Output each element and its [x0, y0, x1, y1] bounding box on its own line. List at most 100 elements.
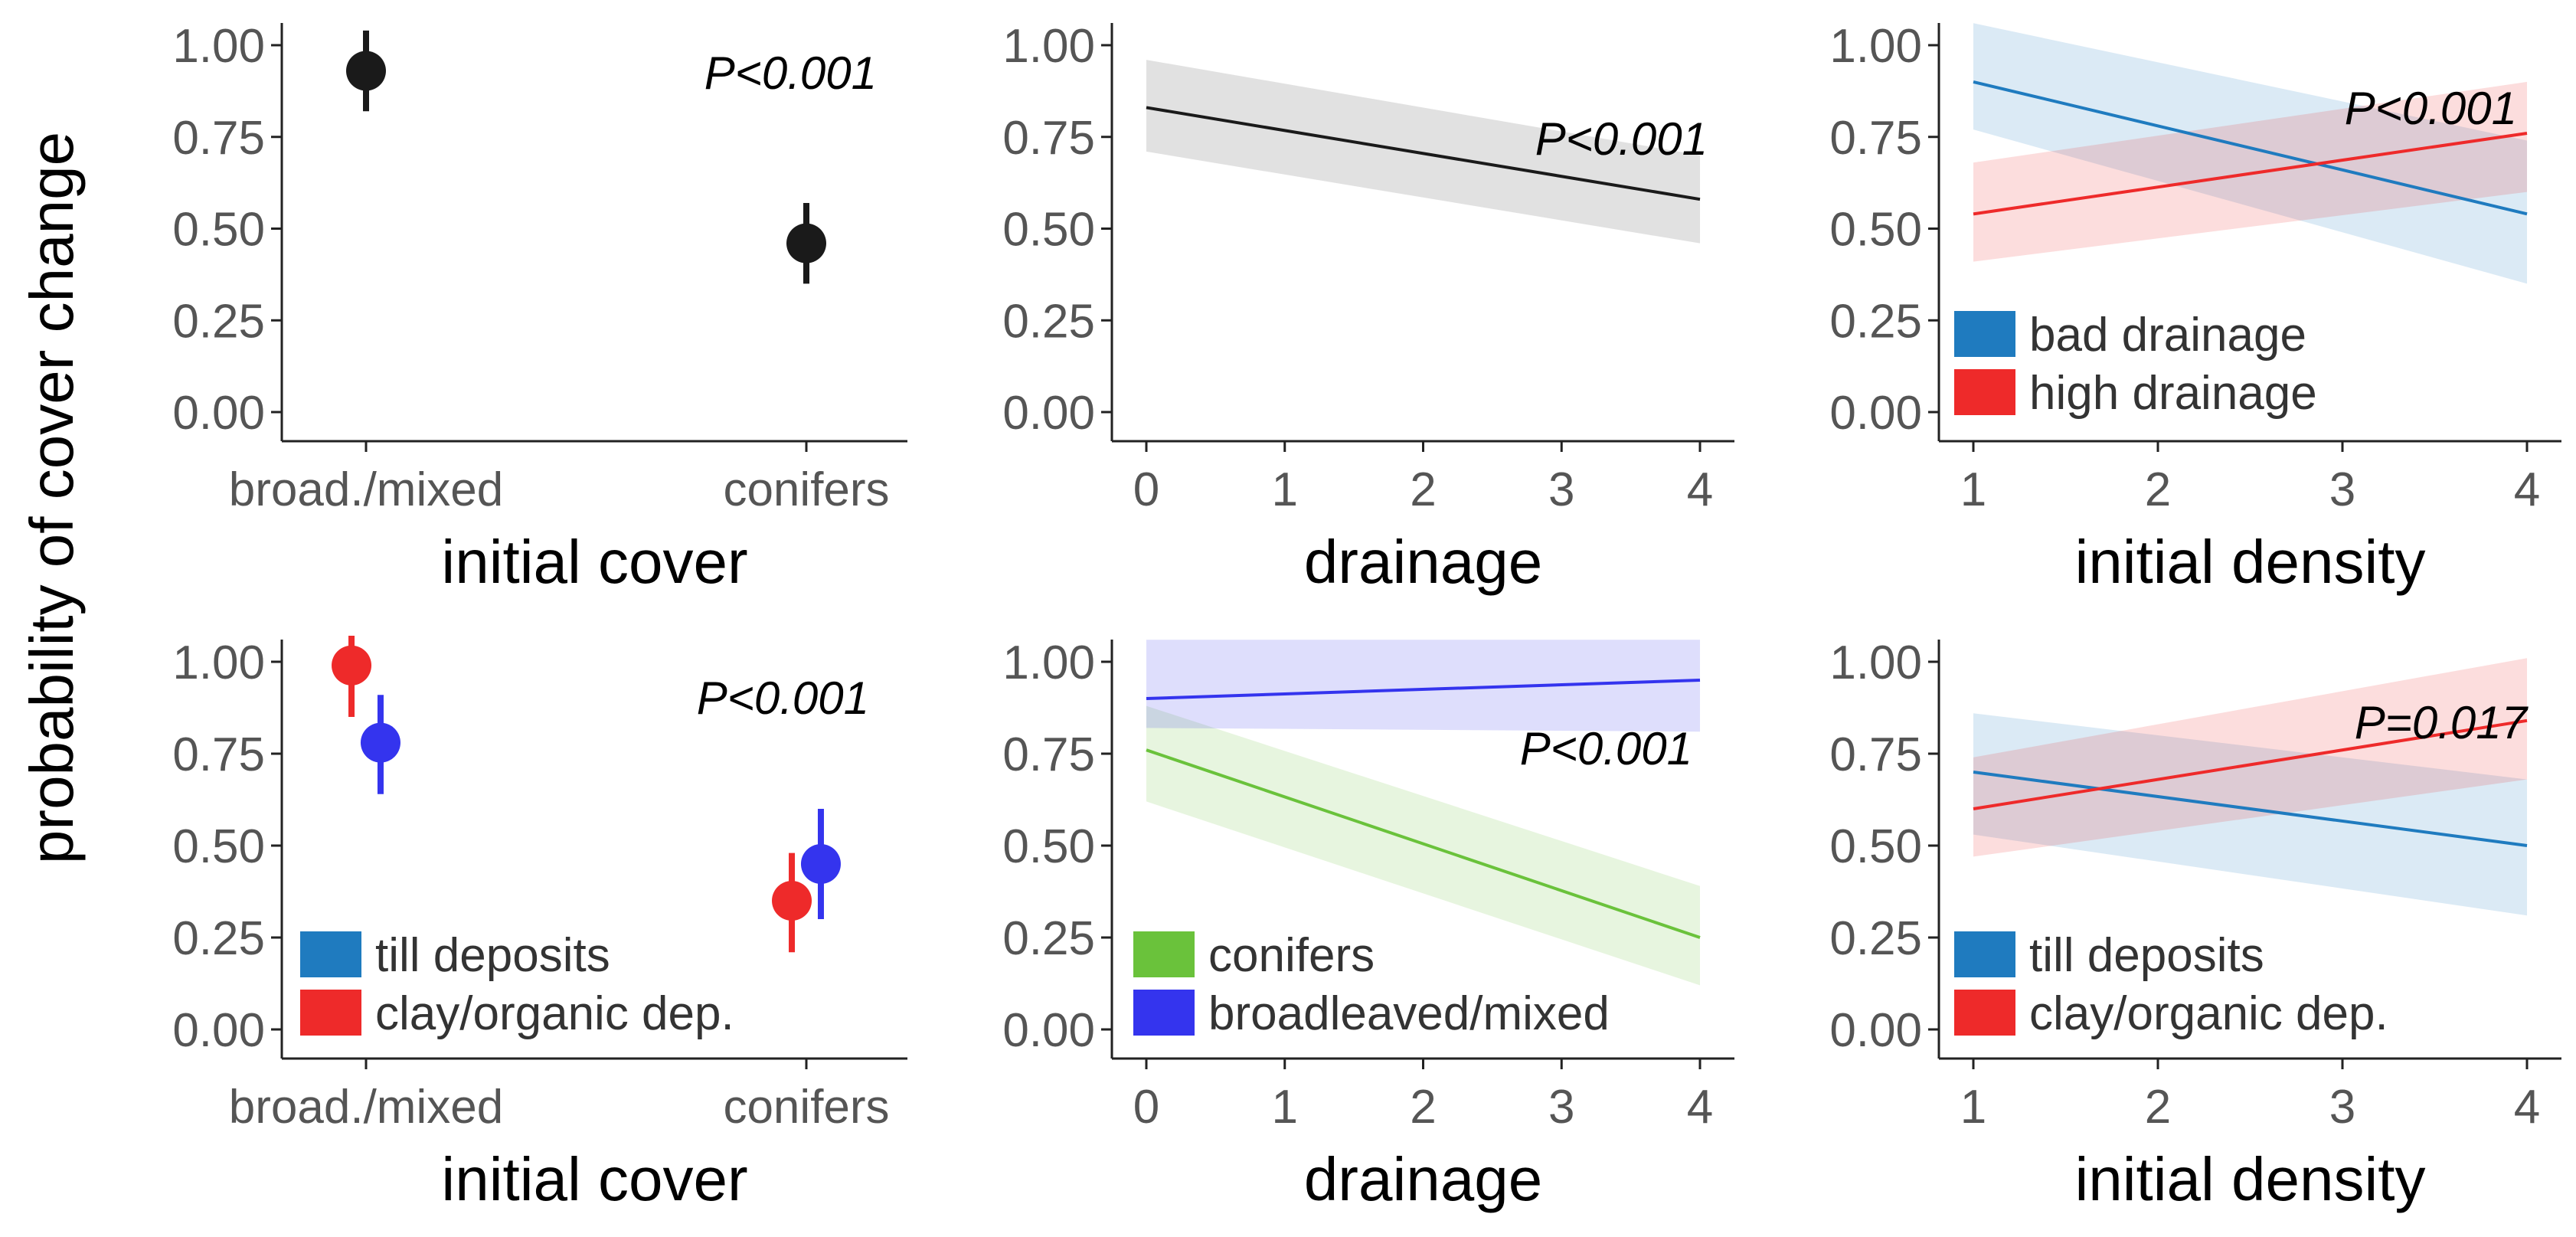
plot-area [1973, 658, 2528, 916]
series-line [1973, 718, 2528, 810]
x-axis-label: drainage [1304, 1145, 1542, 1213]
x-tick-label: 0 [1133, 463, 1159, 516]
y-tick-label: 0.00 [1829, 1004, 1922, 1057]
y-tick-label: 1.00 [1829, 636, 1922, 689]
x-tick-label: 4 [1687, 1081, 1713, 1134]
plot-area [332, 636, 841, 953]
x-tick-label: broad./mixed [229, 463, 503, 516]
legend-label: high drainage [2029, 367, 2317, 420]
y-tick-label: 1.00 [1002, 20, 1095, 73]
y-tick-label: 0.75 [172, 728, 265, 781]
data-point [772, 881, 812, 921]
confidence-band [1973, 713, 2527, 916]
x-tick-label: 0 [1133, 1081, 1159, 1134]
legend-label: broadleaved/mixed [1208, 987, 1610, 1040]
y-tick-label: 1.00 [1002, 636, 1095, 689]
y-tick-label: 0.50 [1829, 820, 1922, 873]
y-tick-label: 0.00 [172, 1004, 265, 1057]
legend-label: till deposits [375, 929, 610, 982]
x-tick-label: conifers [723, 463, 889, 516]
y-tick-label: 0.75 [1829, 112, 1922, 165]
legend-swatch [300, 931, 361, 977]
y-tick-label: 0.00 [1002, 387, 1095, 440]
plot-area [1973, 23, 2528, 284]
data-point [360, 722, 400, 763]
x-tick-label: 3 [2329, 1081, 2355, 1134]
x-tick-label: 1 [1960, 1081, 1986, 1134]
legend-label: conifers [1208, 929, 1375, 982]
y-tick-label: 0.00 [1002, 1004, 1095, 1057]
panel-top-mid: 0.00 0.25 0.50 0.75 1.00 0 1 2 3 4 drainage P<0.001 [1002, 20, 1734, 596]
data-point [786, 223, 826, 263]
plot-area [1146, 640, 1701, 986]
panel-bottom-mid: 0.00 0.25 0.50 0.75 1.00 0 1 2 3 4 drainage P<0.001… [1002, 636, 1734, 1213]
plot-area [346, 30, 826, 284]
y-tick-label: 1.00 [1829, 20, 1922, 73]
confidence-band [1146, 705, 1700, 986]
p-value-annotation: P<0.001 [704, 47, 877, 99]
p-value-annotation: P<0.001 [1520, 723, 1692, 774]
panel-bottom-left: 0.00 0.25 0.50 0.75 1.00 broad./mixed conifers… [172, 636, 907, 1213]
legend-label: till deposits [2029, 929, 2264, 982]
x-axis-label: initial density [2074, 528, 2425, 596]
y-tick-label: 0.50 [172, 204, 265, 257]
y-tick-label: 1.00 [172, 20, 265, 73]
x-tick-label: 2 [1410, 463, 1436, 516]
y-tick-label: 0.25 [1829, 295, 1922, 348]
data-point [346, 51, 386, 91]
legend-label: clay/organic dep. [2029, 987, 2388, 1040]
y-tick-label: 0.00 [1829, 387, 1922, 440]
x-tick-label: 3 [1548, 1081, 1574, 1134]
legend-swatch [1133, 931, 1195, 977]
y-tick-label: 0.00 [172, 387, 265, 440]
p-value-annotation: P<0.001 [2345, 83, 2517, 134]
legend-swatch [1954, 990, 2015, 1036]
x-tick-label: 1 [1272, 1081, 1298, 1134]
x-tick-label: 4 [1687, 463, 1713, 516]
x-axis-label: initial cover [441, 528, 747, 596]
data-point [332, 645, 372, 686]
y-tick-label: 0.75 [1829, 728, 1922, 781]
series-line [1973, 771, 2528, 847]
x-tick-label: broad./mixed [229, 1081, 503, 1134]
confidence-band [1973, 81, 2527, 262]
panel-top-left: 0.00 0.25 0.50 0.75 1.00 broad./mixed conifers… [172, 20, 907, 596]
legend-label: bad drainage [2029, 309, 2306, 362]
legend-swatch [1133, 990, 1195, 1036]
x-tick-label: 4 [2514, 463, 2540, 516]
y-tick-label: 1.00 [172, 636, 265, 689]
x-tick-label: 3 [1548, 463, 1574, 516]
legend-swatch [1954, 931, 2015, 977]
plot-area [1146, 60, 1701, 244]
legend-swatch [1954, 311, 2015, 357]
y-tick-label: 0.75 [1002, 728, 1095, 781]
confidence-band [1973, 658, 2527, 857]
series-line [1973, 131, 2528, 216]
confidence-band [1146, 640, 1700, 732]
y-axis-label: probability of cover change [18, 132, 86, 864]
x-tick-label: conifers [723, 1081, 889, 1134]
p-value-annotation: P<0.001 [697, 672, 869, 724]
panel-top-right: 0.00 0.25 0.50 0.75 1.00 1 2 3 4 initial density P… [1829, 20, 2561, 596]
y-tick-label: 0.75 [172, 112, 265, 165]
x-tick-label: 4 [2514, 1081, 2540, 1134]
y-tick-label: 0.25 [1002, 295, 1095, 348]
y-tick-label: 0.25 [172, 912, 265, 965]
series-line [1146, 748, 1701, 939]
legend-swatch [300, 990, 361, 1036]
panel-bottom-right: 0.00 0.25 0.50 0.75 1.00 1 2 3 4 initial density P… [1829, 636, 2561, 1213]
panels: 0.00 0.25 0.50 0.75 1.00 broad./mixed conifers… [172, 20, 2561, 1213]
confidence-band [1146, 60, 1700, 244]
x-tick-label: 1 [1960, 463, 1986, 516]
p-value-annotation: P=0.017 [2355, 697, 2529, 748]
series-line [1146, 106, 1701, 201]
confidence-band [1973, 23, 2527, 284]
x-tick-label: 2 [2145, 463, 2171, 516]
y-tick-label: 0.50 [1002, 820, 1095, 873]
x-axis-label: initial density [2074, 1145, 2425, 1213]
y-tick-label: 0.25 [172, 295, 265, 348]
